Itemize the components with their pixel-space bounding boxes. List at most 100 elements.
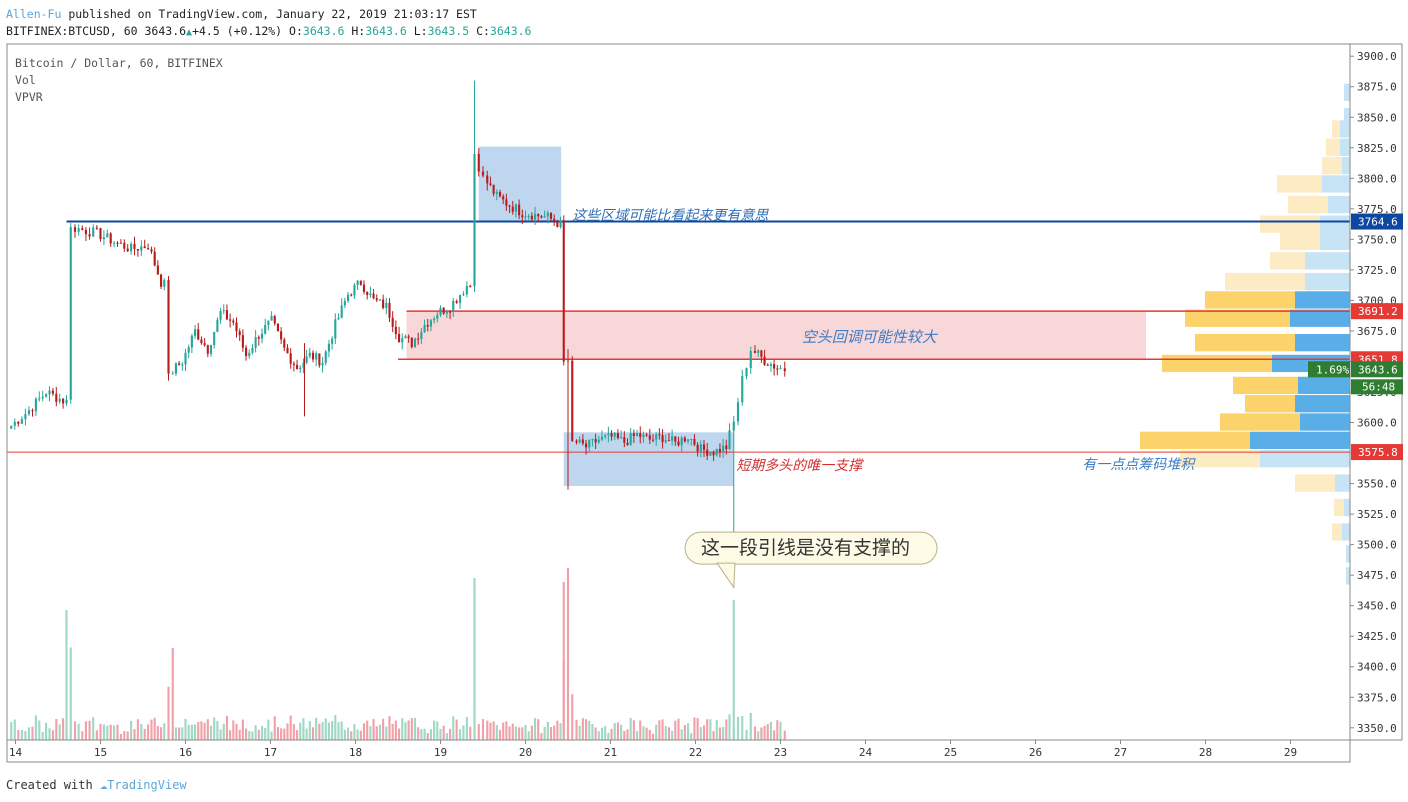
candle-body [706,449,709,456]
candle-body [55,393,58,402]
candle-body [439,307,442,315]
candle-body [397,334,401,343]
candle-body [311,352,315,360]
candle-body [492,184,495,194]
volume-bar [417,727,420,740]
candle-body [766,364,769,366]
vpvr-bar-down [1245,395,1295,413]
price-tag-red-upper [1351,303,1403,320]
candle-body [655,434,658,440]
candle-body [113,242,116,244]
volume-bar [575,719,578,740]
volume-bar [423,728,426,740]
volume-bar [238,729,241,740]
volume-bar [492,721,495,740]
candle-body [533,213,537,220]
volume-bar [718,727,722,740]
volume-bar [715,720,718,740]
annotation-top-zone[interactable]: 这些区域可能比看起来更有意思 [572,208,769,224]
volume-bar [372,718,375,740]
volume-spike [732,600,735,740]
volume-bar [88,720,91,740]
candle-body [779,368,782,370]
callout-bubble[interactable] [684,531,938,565]
vpvr-bar-up [1340,120,1350,138]
volume-bar [150,719,153,740]
x-tick-label: 28 [1199,746,1212,759]
volume-bar [584,719,588,740]
vpvr-bar-up [1342,156,1350,175]
candle-body [648,435,651,440]
candle-body [677,441,680,446]
candle-body [283,339,286,348]
candle-body [45,394,48,397]
tradingview-logo[interactable]: ☁TradingView [99,778,187,792]
volume-bar [410,718,413,740]
y-tick-label: 3675.0 [1357,325,1397,338]
candle-body [150,249,153,252]
last-price: 3643.6 [144,24,187,38]
candle-body [181,364,184,366]
volume-bar [213,717,216,740]
volume-bar [178,727,181,740]
candle-body [372,293,375,299]
x-tick-label: 23 [774,746,787,759]
publish-line: Allen-Fu published on TradingView.com, J… [6,7,477,21]
volume-bar [604,726,607,740]
candle-body [331,338,334,344]
candle-body [498,191,502,197]
volume-bar [181,727,184,740]
pct-tag-text: 1.69% [1316,363,1349,376]
volume-bar [109,724,112,740]
y-tick-label: 3475.0 [1357,569,1397,582]
candle-body [222,310,225,312]
volume-bar [452,716,455,740]
candle-body [143,246,146,249]
vpvr-bar-up [1346,567,1350,585]
candle-body [597,439,600,443]
published-text: published on TradingView.com, January 22… [68,7,477,21]
author-link[interactable]: Allen-Fu [6,7,62,21]
candle-body [286,347,289,354]
time-scale[interactable] [6,739,1351,763]
volume-bar [62,718,65,740]
vpvr-bar-up [1322,175,1350,193]
volume-bar [397,728,401,740]
candle-body [385,302,388,308]
candle-body [495,191,498,194]
candle-body [753,350,757,353]
candle-body [559,220,562,228]
candle-body [613,433,616,437]
annotation-accum[interactable]: 有一点点筹码堆积 [1082,457,1196,473]
volume-bar [725,719,728,740]
volume-bar [81,731,84,740]
annotation-support[interactable]: 短期多头的唯一支撑 [736,458,864,474]
vpvr-bar-down [1295,474,1335,492]
x-tick-label: 22 [689,746,702,759]
volume-bar [394,720,397,740]
candle-body [388,302,391,318]
candle-body [776,368,779,370]
volume-bar [469,726,472,740]
volume-bar [295,730,299,740]
volume-bar [766,724,769,740]
vpvr-bar-up [1346,545,1350,563]
volume-bar [331,720,334,740]
volume-bar [458,729,462,740]
volume-bar [24,731,27,740]
volume-spike [562,582,565,740]
y-tick-label: 3425.0 [1357,630,1397,643]
candle-body [639,433,642,438]
candle-body [88,234,91,237]
annotation-pullback[interactable]: 空头回调可能性较大 [802,328,939,346]
candle-body [578,439,581,443]
volume-bar [193,724,197,740]
vpvr-bar-down [1270,252,1305,270]
volume-bar [305,728,308,740]
callout-pointer [716,562,736,589]
candle-body [366,291,369,296]
candle-body [153,251,156,266]
candle-body [147,248,150,250]
volume-bar [655,724,658,740]
